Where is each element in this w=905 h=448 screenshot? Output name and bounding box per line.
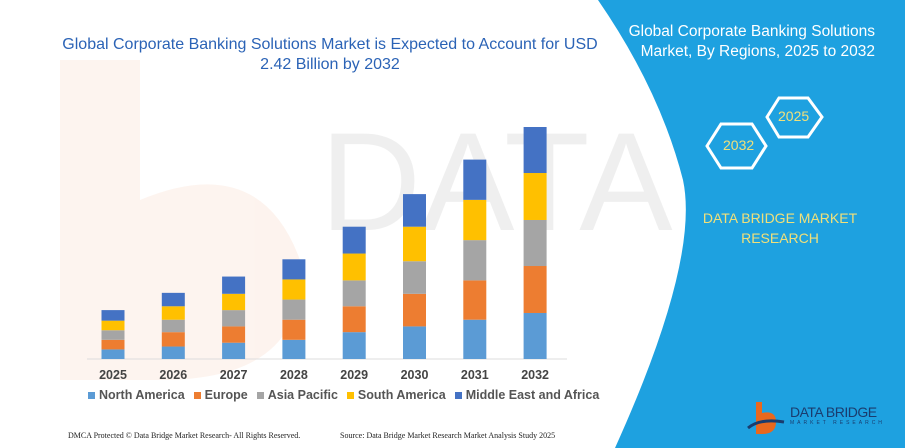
bar-segment: [463, 159, 487, 200]
bar-segment: [342, 226, 366, 254]
bar-segment: [342, 280, 366, 307]
side-panel: [598, 0, 905, 448]
bar-segment: [523, 312, 547, 359]
chart-title: Global Corporate Banking Solutions Marke…: [62, 36, 598, 73]
legend-label: North America: [99, 388, 185, 402]
bar-segment: [161, 332, 185, 347]
bar-segment: [282, 279, 306, 300]
x-tick-label: 2032: [521, 368, 549, 382]
bar-segment: [403, 326, 426, 359]
bar-segment: [101, 349, 125, 359]
legend-item: Asia Pacific: [256, 388, 338, 402]
bar-segment: [282, 299, 306, 320]
logo-subtext: MARKET RESEARCH: [790, 420, 885, 426]
legend-item: North America: [88, 388, 185, 402]
footer-source: Source: Data Bridge Market Research Mark…: [340, 431, 556, 440]
bar-segment: [463, 240, 487, 281]
bar-segment: [523, 266, 547, 313]
legend-swatch: [193, 391, 201, 399]
bar-segment: [222, 293, 246, 311]
legend: North America Europe Asia Pacific South Ame…: [88, 388, 599, 402]
hex-2025-label: 2025: [778, 108, 810, 124]
logo-icon: [747, 402, 785, 434]
bar-segment: [403, 226, 426, 262]
footer-copyright: DMCA Protected © Data Bridge Market Rese…: [68, 431, 301, 440]
legend-swatch: [454, 391, 462, 399]
bar-segment: [282, 339, 306, 359]
bar-segment: [403, 194, 426, 227]
bar-segment: [282, 319, 306, 340]
bar-segment: [403, 293, 426, 327]
legend-item: South America: [346, 388, 446, 402]
legend-item: Middle East and Africa: [454, 388, 600, 402]
x-tick-label: 2026: [159, 368, 188, 382]
bar-segment: [463, 199, 487, 241]
legend-label: Asia Pacific: [267, 388, 338, 402]
bar-segment: [222, 342, 246, 359]
bar-segment: [403, 261, 426, 294]
bar-segment: [222, 326, 246, 343]
bar-segment: [101, 320, 125, 331]
bar-segment: [342, 332, 366, 359]
bar-segment: [161, 319, 185, 333]
x-tick-label: 2027: [219, 368, 248, 382]
legend-label: Middle East and Africa: [465, 388, 600, 402]
x-tick-label: 2029: [340, 368, 369, 382]
bar-segment: [523, 173, 547, 220]
bar-segment: [222, 310, 246, 327]
hex-2032: [705, 122, 768, 170]
legend-label: South America: [357, 388, 446, 402]
bar-segment: [222, 276, 246, 294]
legend-swatch: [88, 391, 95, 399]
bar-segment: [161, 346, 185, 359]
panel-title: Global Corporate Banking Solutions Marke…: [628, 23, 875, 60]
bar-segment: [523, 127, 547, 174]
x-tick-label: 2025: [99, 368, 127, 382]
bar-segment: [282, 259, 306, 280]
bar-segment: [101, 330, 125, 340]
bar-segment: [463, 280, 487, 320]
x-tick-label: 2031: [460, 368, 489, 382]
bar-segment: [342, 253, 366, 281]
bar-segment: [342, 306, 366, 333]
legend-swatch: [256, 391, 264, 399]
legend-swatch: [346, 391, 354, 399]
bar-segment: [101, 339, 125, 350]
legend-item: Europe: [193, 388, 248, 402]
hex-2032-label: 2032: [723, 137, 755, 153]
bar-segment: [101, 310, 125, 321]
bar-segment: [523, 219, 547, 267]
x-tick-label: 2028: [279, 368, 308, 382]
x-tick-label: 2030: [400, 368, 429, 382]
legend-label: Europe: [204, 388, 248, 402]
bars: [101, 127, 547, 359]
brand-text: DATA BRIDGE MARKET RESEARCH: [702, 210, 858, 246]
bar-segment: [161, 306, 185, 320]
bar-segment: [463, 319, 487, 359]
logo-text: DATA BRIDGE: [790, 404, 877, 420]
bar-segment: [161, 292, 185, 307]
hex-2025: [765, 96, 824, 139]
